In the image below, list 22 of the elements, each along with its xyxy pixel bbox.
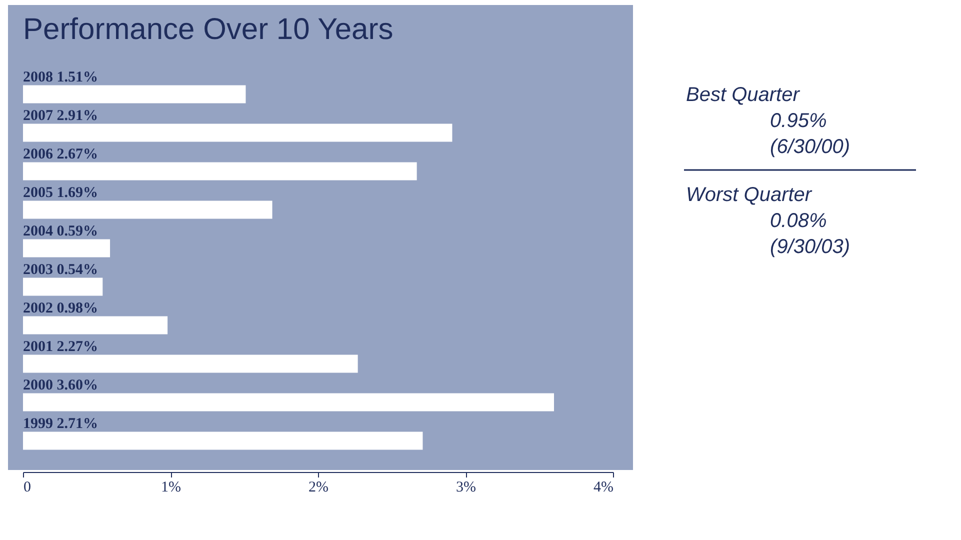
chart-title: Performance Over 10 Years [23,13,394,46]
category-label: 2000 3.60% [23,377,98,394]
category-label: 1999 2.71% [23,416,98,432]
text: (9/30/03) [770,236,850,258]
text: 0.08% [770,210,827,232]
category-label: 2002 0.98% [23,300,98,316]
text: Worst Quarter [686,184,813,206]
category-label: 2005 1.69% [23,184,98,201]
category-label: 2007 2.91% [23,108,98,124]
x-tick-label: 4% [594,480,614,496]
x-tick-label: 0 [24,480,31,496]
text: 0.95% [770,110,827,132]
category-label: 2004 0.59% [23,223,98,240]
x-tick-label: 3% [456,480,476,496]
text: (6/30/00) [770,136,850,158]
category-label: 2003 0.54% [23,262,98,278]
category-label: 2006 2.67% [23,146,98,162]
category-label: 2008 1.51% [23,69,98,86]
x-tick-label: 1% [161,480,181,496]
x-tick-label: 2% [308,480,328,496]
text: Best Quarter [686,84,801,106]
category-label: 2001 2.27% [23,338,98,355]
